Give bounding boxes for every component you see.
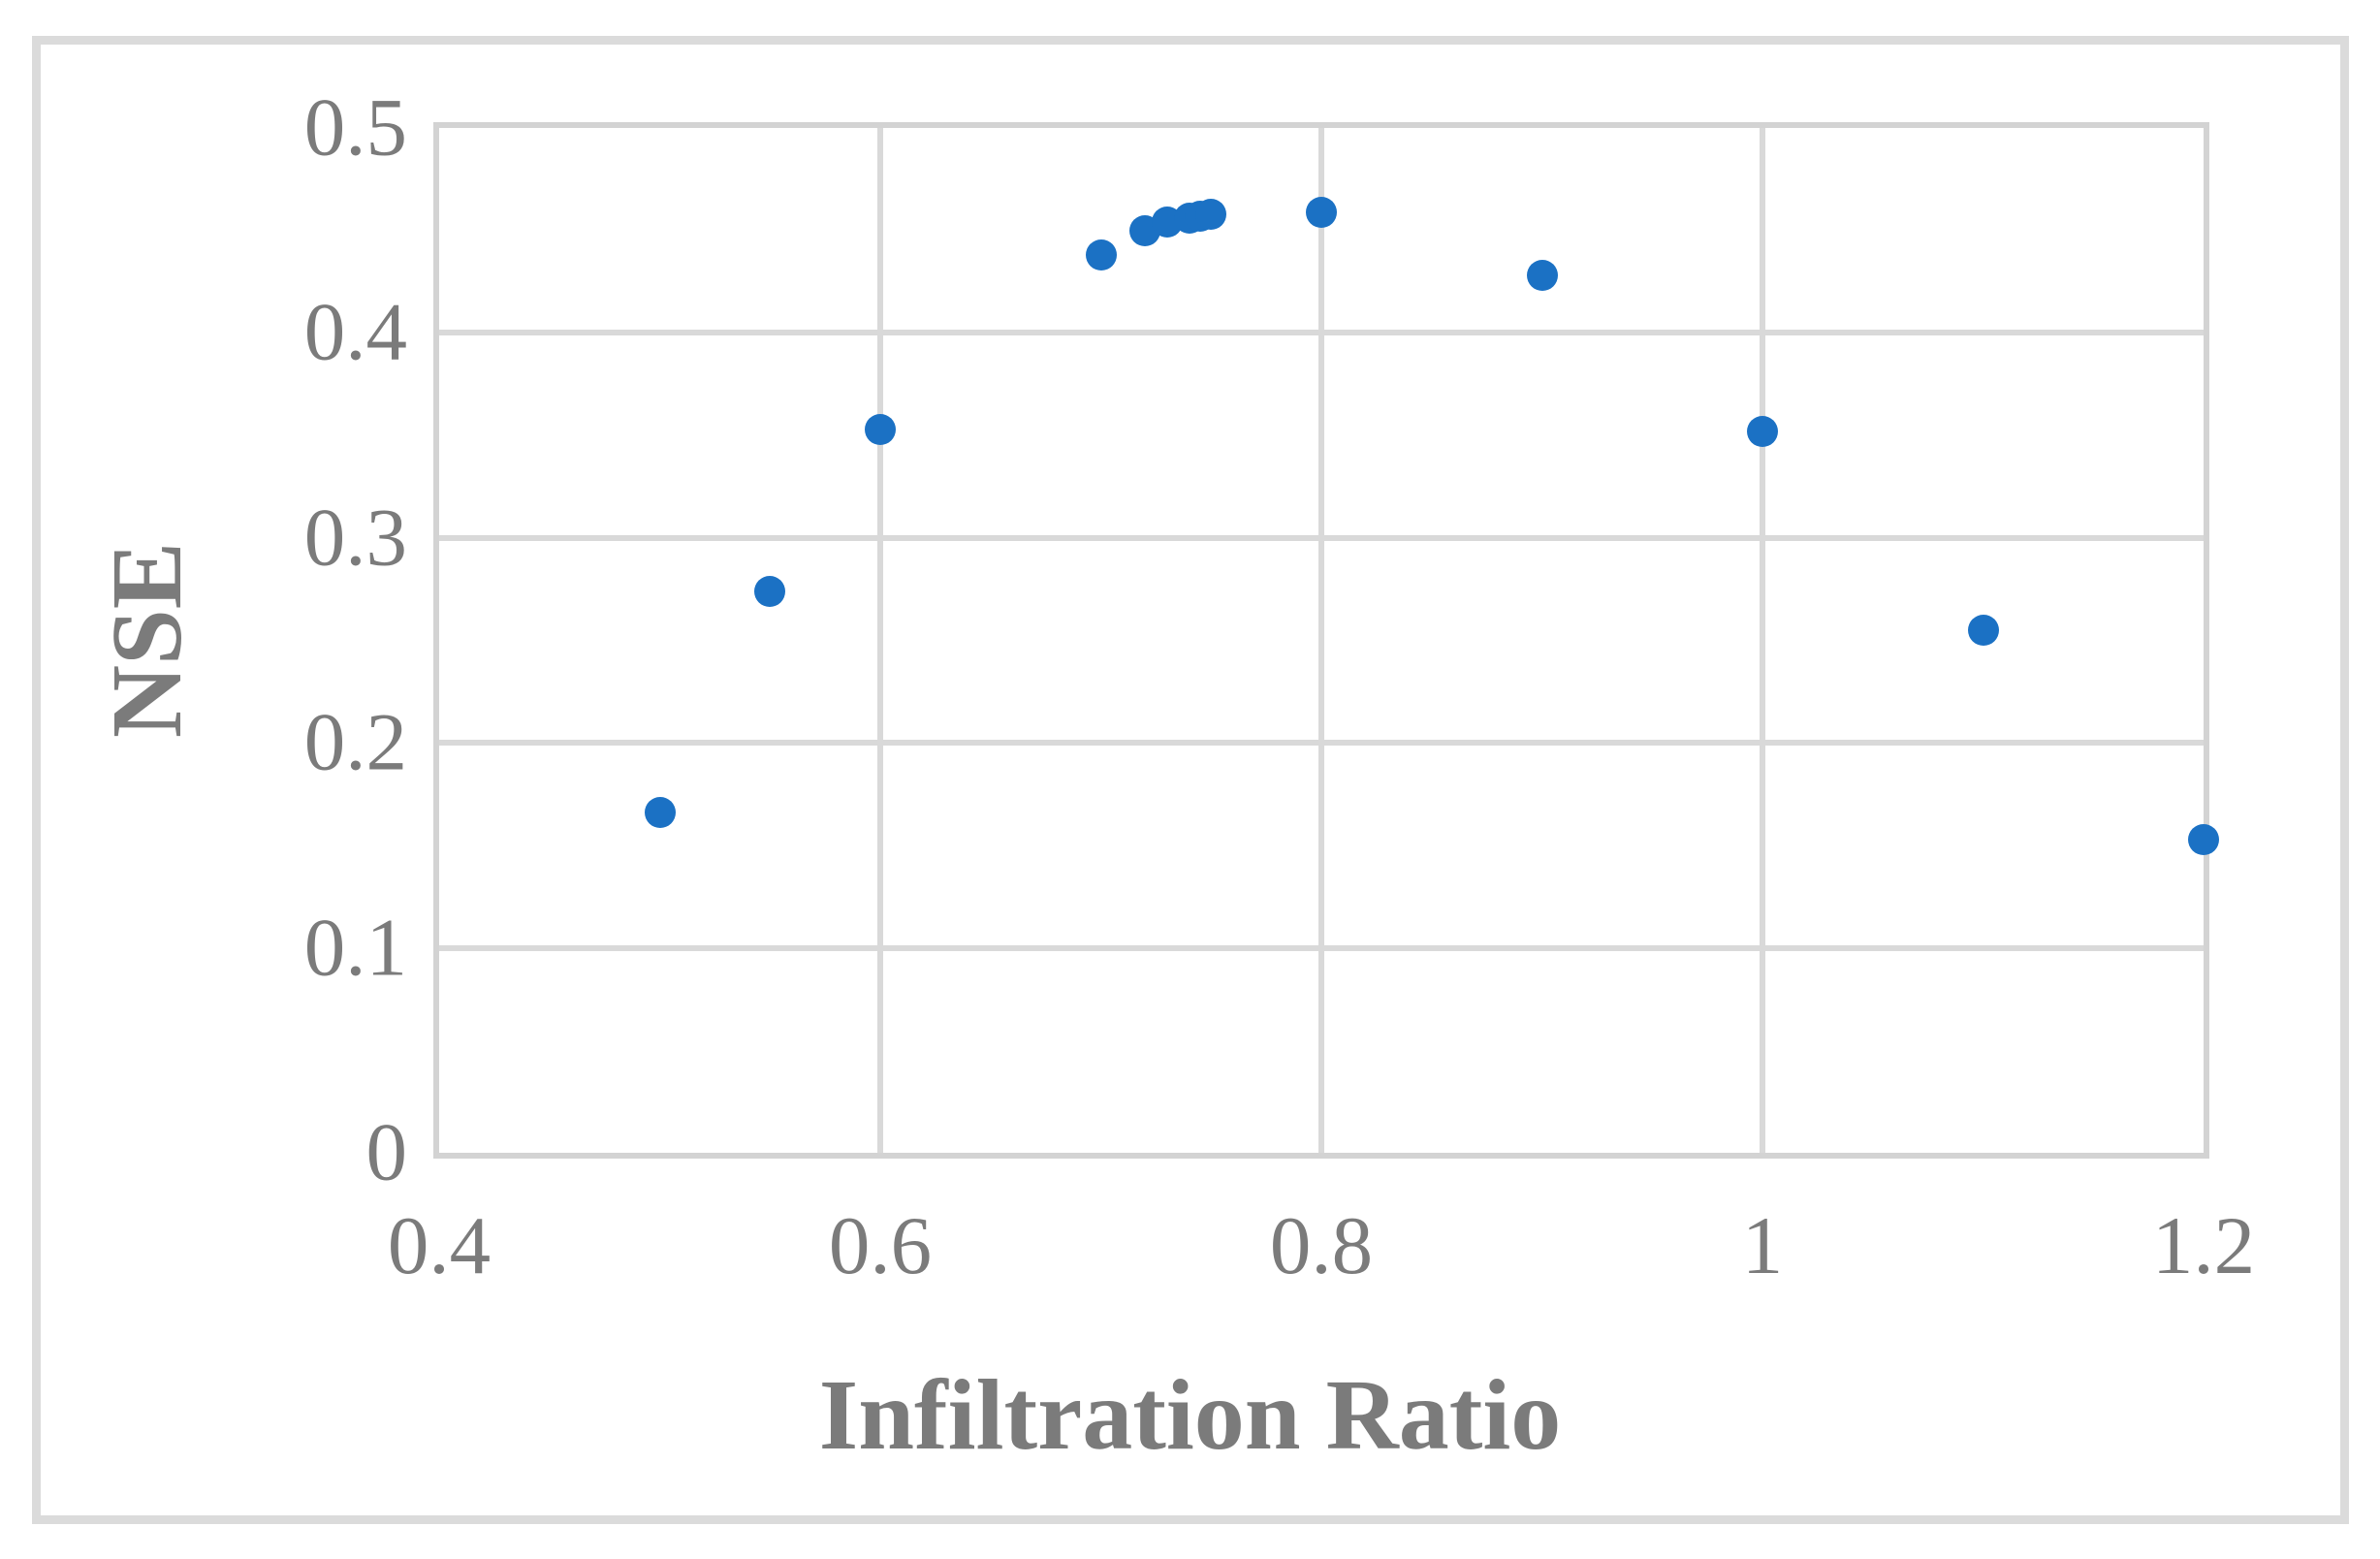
plot-area xyxy=(433,122,2219,1159)
scatter-point xyxy=(644,797,676,829)
scatter-point xyxy=(1526,260,1558,292)
x-gridline xyxy=(1760,128,1765,1153)
scatter-point xyxy=(1967,614,1999,646)
x-tick-label: 0.8 xyxy=(1269,1200,1374,1291)
y-tick-label: 0.4 xyxy=(303,286,407,378)
y-tick-label: 0.1 xyxy=(303,902,407,994)
x-gridline xyxy=(877,128,883,1153)
y-tick-label: 0 xyxy=(365,1106,408,1198)
x-tick-label: 0.6 xyxy=(828,1200,933,1291)
scatter-point xyxy=(754,575,786,607)
x-tick-label: 0.4 xyxy=(387,1200,492,1291)
x-tick-label: 1.2 xyxy=(2151,1200,2256,1291)
scatter-point xyxy=(865,413,896,445)
scatter-point xyxy=(1747,415,1778,447)
scatter-point xyxy=(2188,823,2219,855)
y-tick-label: 0.5 xyxy=(303,81,407,174)
scatter-point xyxy=(1085,239,1117,271)
scatter-point xyxy=(1306,196,1337,228)
y-axis-title: NSE xyxy=(91,541,203,739)
x-tick-label: 1 xyxy=(1741,1200,1784,1291)
y-tick-label: 0.2 xyxy=(303,696,407,788)
x-gridline xyxy=(1318,128,1324,1153)
scatter-point xyxy=(1195,198,1227,230)
x-axis-title: Infiltration Ratio xyxy=(818,1359,1562,1471)
y-tick-label: 0.3 xyxy=(303,492,407,584)
